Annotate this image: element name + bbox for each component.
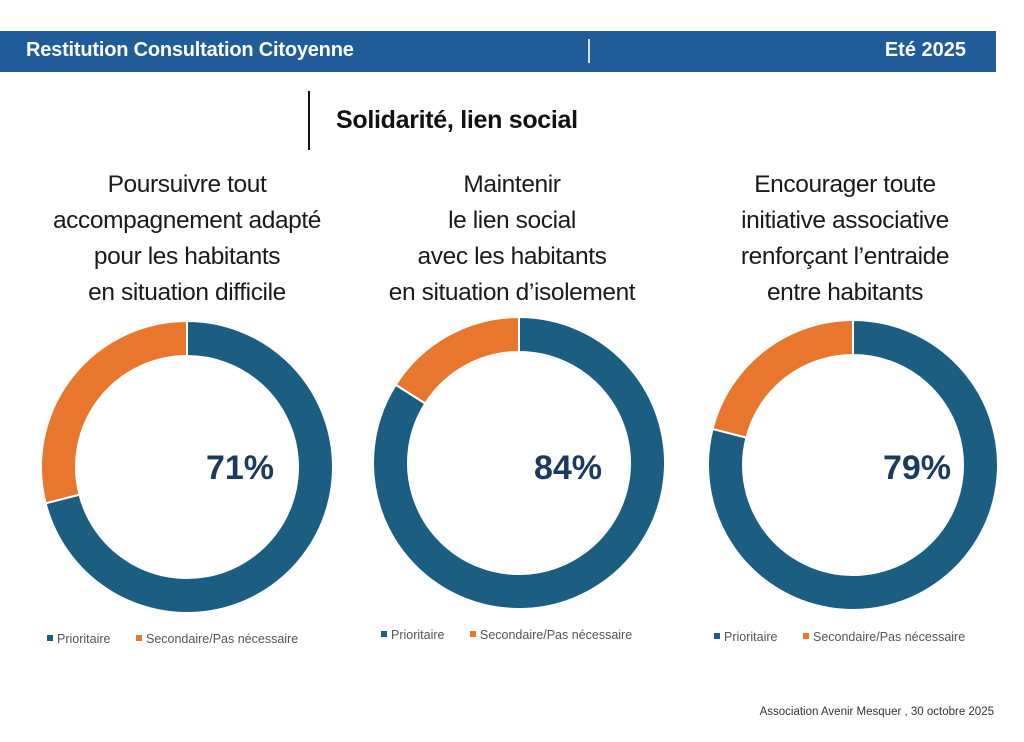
legend-label-primary: Prioritaire	[724, 630, 778, 644]
legend-label-secondary: Secondaire/Pas nécessaire	[479, 628, 633, 642]
panel-title-3: Encourager toute initiative associative …	[675, 167, 1015, 311]
header-title: Restitution Consultation Citoyenne	[26, 39, 354, 61]
panel-title-line: Poursuivre tout	[107, 171, 267, 198]
panel-title-line: pour les habitants	[93, 243, 281, 270]
legend-label-secondary: Secondaire/Pas nécessaire	[812, 630, 966, 644]
legend-swatch-secondary	[802, 633, 809, 639]
header-separator	[588, 39, 590, 63]
donut-chart-1: 71%	[40, 319, 334, 614]
header-bar: Restitution Consultation Citoyenne Eté 2…	[0, 31, 996, 72]
panel-title-2: Maintenir le lien social avec les habita…	[342, 167, 682, 311]
legend-1: Prioritaire Secondaire/Pas nécessaire	[47, 632, 298, 646]
legend-label-primary: Prioritaire	[57, 632, 111, 646]
section-rule	[308, 91, 310, 150]
panel-title-line: entre habitants	[766, 279, 924, 306]
donut-slice-prioritaire	[707, 318, 999, 611]
panel-title-1: Poursuivre tout accompagnement adapté po…	[17, 167, 357, 311]
donut-center-label: 84%	[534, 449, 602, 487]
panel-title-line: en situation d’isolement	[388, 279, 636, 306]
panel-title-line: initiative associative	[741, 207, 949, 234]
donut-slice-prioritaire	[372, 315, 666, 610]
legend-swatch-primary	[381, 631, 387, 637]
panel-title-line: Encourager toute	[754, 171, 936, 198]
legend-swatch-secondary	[469, 631, 476, 637]
donut-slice-secondaire	[711, 318, 854, 439]
panel-title-line: Maintenir	[463, 171, 561, 198]
donut-chart-2: 84%	[372, 315, 666, 610]
donut-slice-secondaire	[394, 315, 520, 405]
header-season: Eté 2025	[884, 39, 966, 61]
donut-chart-3: 79%	[707, 318, 999, 611]
legend-swatch-primary	[47, 635, 53, 641]
panel-title-line: renforçant l’entraide	[740, 243, 950, 270]
panel-title-line: en situation difficile	[88, 279, 286, 306]
section-title: Solidarité, lien social	[336, 106, 578, 134]
panel-title-line: le lien social	[448, 207, 576, 234]
legend-label-secondary: Secondaire/Pas nécessaire	[145, 632, 299, 646]
footer-credit: Association Avenir Mesquer , 30 octobre …	[759, 706, 994, 718]
donut-center-label: 79%	[883, 449, 951, 487]
legend-swatch-secondary	[135, 635, 142, 641]
legend-3: Prioritaire Secondaire/Pas nécessaire	[714, 630, 965, 644]
donut-slice-prioritaire	[44, 319, 334, 614]
donut-slice-secondaire	[40, 319, 188, 505]
legend-label-primary: Prioritaire	[391, 628, 445, 642]
donut-center-label: 71%	[206, 449, 274, 487]
panel-title-line: avec les habitants	[417, 243, 607, 270]
panel-title-line: accompagnement adapté	[52, 207, 322, 234]
legend-2: Prioritaire Secondaire/Pas nécessaire	[381, 628, 632, 642]
legend-swatch-primary	[714, 633, 720, 639]
